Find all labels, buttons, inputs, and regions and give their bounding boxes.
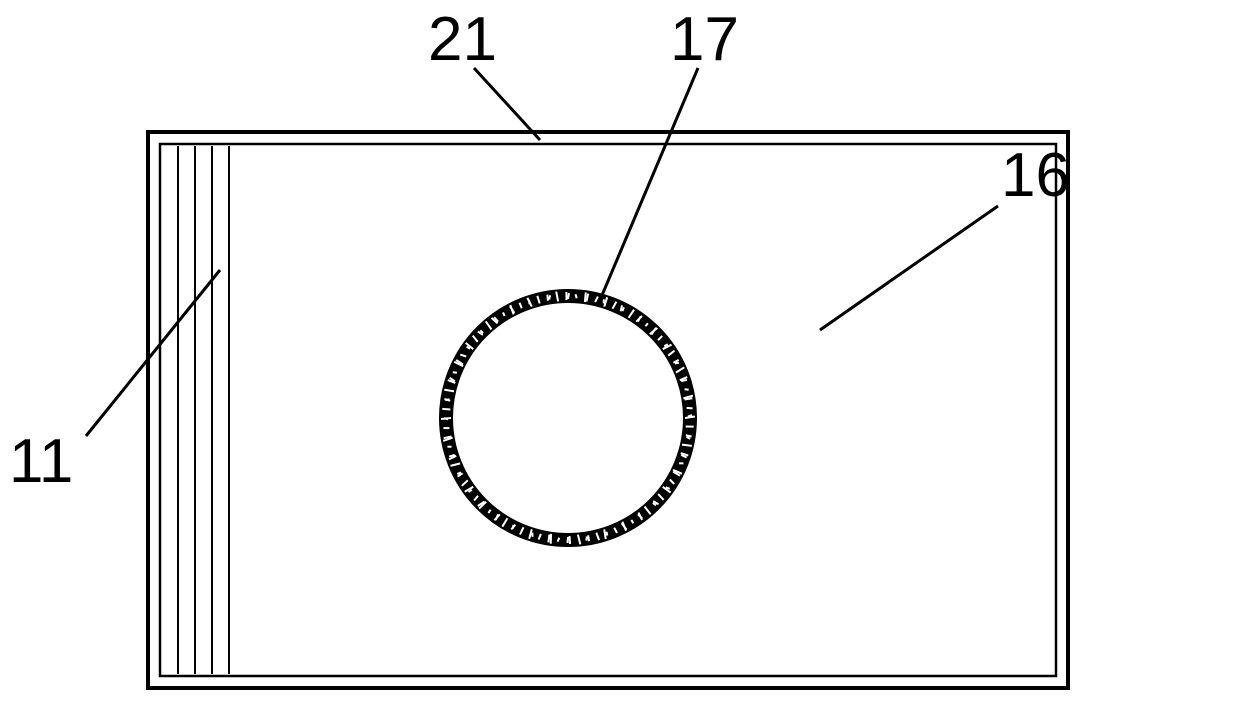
label-21: 21 (428, 4, 497, 75)
ring-texture-tick (568, 537, 569, 543)
ring-texture-tick (547, 295, 548, 301)
diagram-svg (0, 0, 1240, 704)
label-17: 17 (670, 4, 739, 75)
ring-texture-tick (681, 380, 687, 381)
label-11: 11 (9, 426, 73, 497)
ring-texture-tick (568, 293, 569, 299)
ring-texture-tick (588, 535, 589, 541)
leader-line-16 (820, 206, 998, 330)
diagram-stage: 21 17 16 11 (0, 0, 1240, 704)
ring-texture-tick (623, 307, 624, 311)
ring-texture-tick (453, 372, 457, 373)
ring-texture-tick (445, 399, 449, 400)
ring-texture-tick (570, 536, 571, 544)
leader-line-17 (600, 68, 698, 300)
ring-texture-tick (686, 435, 692, 436)
ring-texture-tick (442, 409, 450, 410)
label-16: 16 (1001, 140, 1070, 211)
ring-texture-tick (441, 418, 451, 419)
ring-texture-tick (688, 415, 692, 417)
ring-texture-tick (682, 445, 692, 446)
ring-inner-edge (452, 302, 684, 534)
ring-texture-tick (685, 389, 689, 390)
ring-texture-tick (457, 473, 461, 474)
ring-texture-tick (513, 525, 514, 529)
leader-line-21 (474, 68, 540, 140)
ring-texture-tick (685, 398, 693, 399)
leader-line-11 (86, 270, 220, 436)
ring-texture-tick (687, 408, 693, 409)
ring-texture-tick (549, 295, 550, 299)
ring-texture-tick (675, 363, 679, 364)
ring-texture-tick (607, 532, 608, 536)
ring-texture-tick (576, 294, 577, 298)
ring-texture-tick (548, 535, 549, 543)
